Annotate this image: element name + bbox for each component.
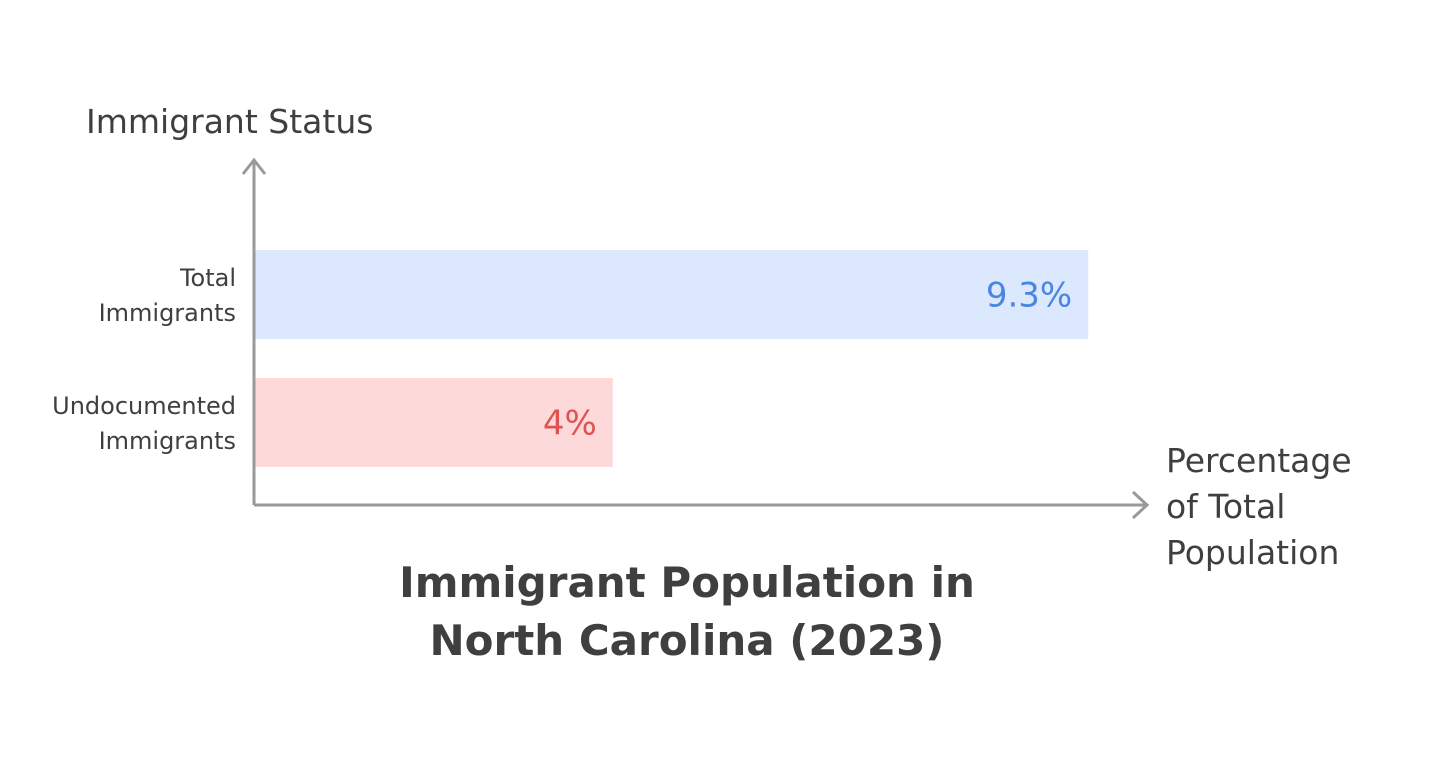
bar [254, 250, 1089, 339]
category-tick-label: Immigrants [99, 299, 236, 327]
chart-title-line-2: North Carolina (2023) [430, 616, 945, 665]
y-axis-arrow-icon [241, 157, 267, 175]
category-tick-label: Total [179, 264, 236, 292]
chart-title-line-1: Immigrant Population in [399, 558, 975, 607]
category-tick-label: Undocumented [52, 392, 236, 420]
bar-value-label: 9.3% [986, 276, 1072, 316]
bar [254, 378, 613, 467]
x-axis-label-line-1: Percentage [1166, 441, 1352, 480]
x-axis-arrow-icon [1131, 490, 1150, 520]
bar-value-label: 4% [543, 404, 597, 444]
x-axis-label-line-3: Population [1166, 533, 1339, 572]
category-tick-label: Immigrants [99, 427, 236, 455]
y-axis-label: Immigrant Status [86, 102, 373, 141]
x-axis-label-line-2: of Total [1166, 487, 1285, 526]
